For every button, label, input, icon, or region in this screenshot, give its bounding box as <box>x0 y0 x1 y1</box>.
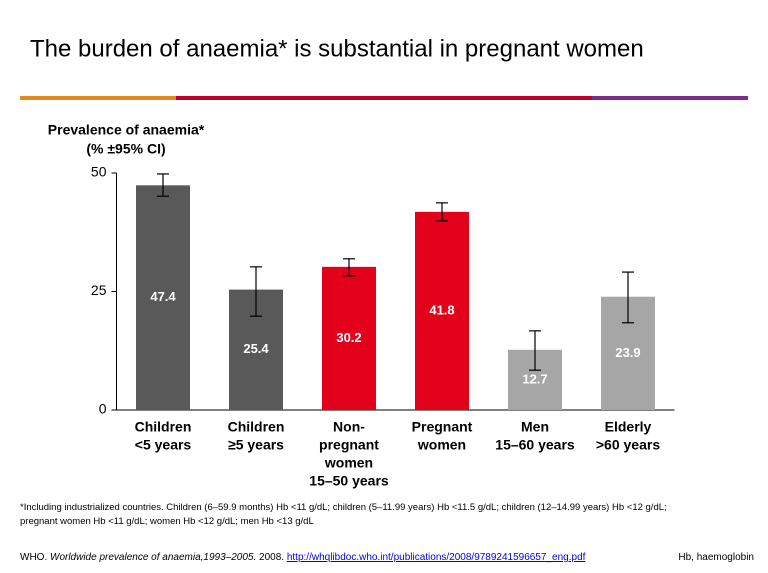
x-tick-label: 15–60 years <box>495 437 575 453</box>
value-label: 41.8 <box>429 302 454 317</box>
source-link[interactable]: http://whqlibdoc.who.int/publications/20… <box>286 552 586 563</box>
footnote: *Including industrialized countries. Chi… <box>20 502 667 513</box>
band <box>20 96 176 100</box>
chart: The burden of anaemia* is substantial in… <box>20 35 748 489</box>
x-tick-label: Pregnant <box>412 419 473 435</box>
x-tick-label: Children <box>135 419 192 435</box>
x-tick-label: Elderly <box>605 419 652 435</box>
y-tick-label: 50 <box>91 164 107 180</box>
value-label: 12.7 <box>522 371 547 386</box>
y-tick-label: 25 <box>91 282 107 298</box>
x-tick-label: 15–50 years <box>309 473 389 489</box>
y-axis-title: (% ±95% CI) <box>86 141 165 157</box>
x-tick-label: women <box>324 455 373 471</box>
y-tick-label: 0 <box>99 401 107 417</box>
x-tick-label: Children <box>228 419 285 435</box>
source-work: Worldwide prevalence of anaemia,1993–200… <box>50 552 257 563</box>
source-year: 2008. <box>259 552 285 563</box>
x-tick-label: <5 years <box>135 437 192 453</box>
band <box>592 96 748 100</box>
band <box>176 96 592 100</box>
slide-title: The burden of anaemia* is substantial in… <box>30 35 644 62</box>
abbreviation: Hb, haemoglobin <box>678 552 754 563</box>
source-author: WHO. <box>20 552 48 563</box>
value-label: 25.4 <box>243 341 269 356</box>
x-tick-label: ≥5 years <box>228 437 284 453</box>
x-tick-label: Non- <box>333 419 365 435</box>
x-tick-label: >60 years <box>596 437 660 453</box>
x-tick-label: pregnant <box>319 437 379 453</box>
bar <box>415 211 469 410</box>
y-axis-title: Prevalence of anaemia* <box>48 122 205 138</box>
x-tick-label: Men <box>521 419 549 435</box>
value-label: 30.2 <box>336 330 361 345</box>
bar <box>136 185 190 410</box>
x-tick-label: women <box>417 437 466 453</box>
bar <box>322 266 376 410</box>
value-label: 23.9 <box>615 345 640 360</box>
value-label: 47.4 <box>150 289 176 304</box>
footnote: pregnant women Hb <11 g/dL; women Hb <12… <box>20 516 314 527</box>
source: WHO. Worldwide prevalence of anaemia,199… <box>20 552 585 563</box>
